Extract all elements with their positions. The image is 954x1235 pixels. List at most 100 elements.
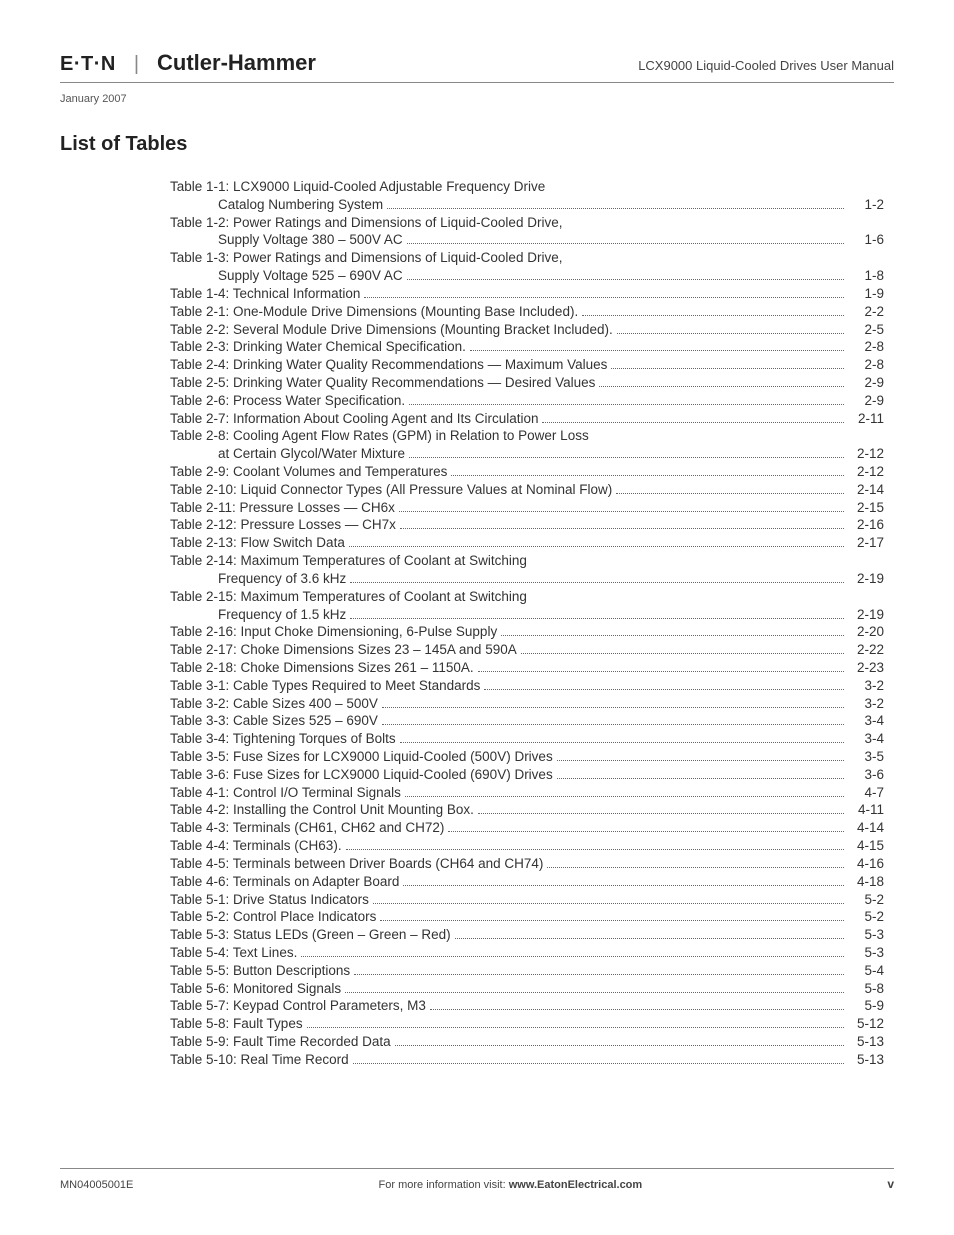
toc-entry-page: 4-14 bbox=[848, 819, 884, 837]
toc-entry-page: 2-5 bbox=[848, 321, 884, 339]
toc-dot-leader bbox=[470, 350, 844, 351]
toc-entry-title: Table 4-1: Control I/O Terminal Signals bbox=[170, 784, 401, 802]
toc-entry-title: Table 5-2: Control Place Indicators bbox=[170, 908, 376, 926]
footer-info-prefix: For more information visit: bbox=[379, 1179, 509, 1191]
toc-entry-page: 2-9 bbox=[848, 374, 884, 392]
toc-entry-title: Table 4-4: Terminals (CH63). bbox=[170, 837, 342, 855]
toc-entry-page: 5-8 bbox=[848, 980, 884, 998]
toc-entry-page: 3-4 bbox=[848, 712, 884, 730]
toc-entry: Table 2-15: Maximum Temperatures of Cool… bbox=[170, 588, 884, 606]
toc-entry-page: 5-13 bbox=[848, 1051, 884, 1069]
toc-entry: Table 2-7: Information About Cooling Age… bbox=[170, 410, 884, 428]
toc-entry: Table 2-13: Flow Switch Data 2-17 bbox=[170, 534, 884, 552]
toc-entry-page: 1-8 bbox=[848, 267, 884, 285]
toc-dot-leader bbox=[448, 831, 844, 832]
toc-dot-leader bbox=[542, 422, 844, 423]
toc-entry: Table 4-6: Terminals on Adapter Board4-1… bbox=[170, 873, 884, 891]
list-of-tables: Table 1-1: LCX9000 Liquid-Cooled Adjusta… bbox=[170, 178, 884, 1069]
toc-entry-continuation: Supply Voltage 525 – 690V AC bbox=[170, 267, 403, 285]
toc-dot-leader bbox=[403, 885, 844, 886]
toc-entry-page: 5-2 bbox=[848, 908, 884, 926]
toc-entry-title: Table 5-1: Drive Status Indicators bbox=[170, 891, 369, 909]
toc-entry-page: 1-9 bbox=[848, 285, 884, 303]
toc-entry-page: 4-16 bbox=[848, 855, 884, 873]
toc-entry: Table 5-10: Real Time Record 5-13 bbox=[170, 1051, 884, 1069]
toc-entry-page: 4-15 bbox=[848, 837, 884, 855]
toc-entry-title: Table 5-4: Text Lines. bbox=[170, 944, 297, 962]
toc-entry-title: Table 3-5: Fuse Sizes for LCX9000 Liquid… bbox=[170, 748, 553, 766]
toc-entry-page: 3-2 bbox=[848, 677, 884, 695]
toc-dot-leader bbox=[405, 796, 844, 797]
toc-dot-leader bbox=[399, 511, 844, 512]
toc-entry: Table 4-5: Terminals between Driver Boar… bbox=[170, 855, 884, 873]
toc-dot-leader bbox=[395, 1045, 844, 1046]
toc-entry-page: 3-4 bbox=[848, 730, 884, 748]
toc-dot-leader bbox=[478, 813, 844, 814]
toc-entry-continuation: Catalog Numbering System bbox=[170, 196, 383, 214]
toc-dot-leader bbox=[617, 333, 844, 334]
toc-entry: Table 3-6: Fuse Sizes for LCX9000 Liquid… bbox=[170, 766, 884, 784]
brand-separator: | bbox=[134, 53, 139, 76]
toc-entry: Table 2-17: Choke Dimensions Sizes 23 – … bbox=[170, 641, 884, 659]
toc-dot-leader bbox=[301, 956, 844, 957]
toc-dot-leader bbox=[451, 475, 844, 476]
toc-entry: Table 3-5: Fuse Sizes for LCX9000 Liquid… bbox=[170, 748, 884, 766]
toc-dot-leader bbox=[382, 724, 844, 725]
toc-entry-title: Table 1-3: Power Ratings and Dimensions … bbox=[170, 249, 562, 267]
toc-entry-title: Table 5-8: Fault Types bbox=[170, 1015, 303, 1033]
toc-entry: Table 2-10: Liquid Connector Types (All … bbox=[170, 481, 884, 499]
toc-entry-title: Table 5-10: Real Time Record bbox=[170, 1051, 349, 1069]
toc-entry-page: 2-22 bbox=[848, 641, 884, 659]
toc-entry: Table 5-7: Keypad Control Parameters, M3… bbox=[170, 997, 884, 1015]
toc-entry-title: Table 4-2: Installing the Control Unit M… bbox=[170, 801, 474, 819]
toc-dot-leader bbox=[380, 920, 844, 921]
toc-dot-leader bbox=[353, 1063, 844, 1064]
toc-entry-page: 1-6 bbox=[848, 231, 884, 249]
toc-entry-page: 1-2 bbox=[848, 196, 884, 214]
toc-entry: Table 2-8: Cooling Agent Flow Rates (GPM… bbox=[170, 427, 884, 445]
toc-entry: Table 2-6: Process Water Specification.2… bbox=[170, 392, 884, 410]
toc-entry-page: 4-11 bbox=[848, 801, 884, 819]
toc-entry-cont: Supply Voltage 525 – 690V AC 1-8 bbox=[170, 267, 884, 285]
toc-entry-title: Table 2-16: Input Choke Dimensioning, 6-… bbox=[170, 623, 497, 641]
toc-dot-leader bbox=[349, 546, 844, 547]
toc-entry-title: Table 2-8: Cooling Agent Flow Rates (GPM… bbox=[170, 427, 589, 445]
toc-entry-title: Table 3-4: Tightening Torques of Bolts bbox=[170, 730, 396, 748]
toc-entry-cont: at Certain Glycol/Water Mixture2-12 bbox=[170, 445, 884, 463]
toc-dot-leader bbox=[430, 1009, 844, 1010]
toc-entry-title: Table 1-4: Technical Information bbox=[170, 285, 360, 303]
brand-logo: E·T·N bbox=[60, 53, 116, 76]
toc-dot-leader bbox=[409, 404, 844, 405]
toc-entry-title: Table 2-17: Choke Dimensions Sizes 23 – … bbox=[170, 641, 517, 659]
toc-dot-leader bbox=[373, 903, 844, 904]
toc-entry-title: Table 2-5: Drinking Water Quality Recomm… bbox=[170, 374, 595, 392]
toc-entry-title: Table 4-3: Terminals (CH61, CH62 and CH7… bbox=[170, 819, 444, 837]
toc-entry: Table 4-2: Installing the Control Unit M… bbox=[170, 801, 884, 819]
toc-entry-title: Table 2-14: Maximum Temperatures of Cool… bbox=[170, 552, 527, 570]
page-header: E·T·N | Cutler-Hammer LCX9000 Liquid-Coo… bbox=[60, 50, 894, 83]
page-number: v bbox=[887, 1177, 894, 1191]
toc-entry-title: Table 2-7: Information About Cooling Age… bbox=[170, 410, 538, 428]
toc-entry: Table 2-9: Coolant Volumes and Temperatu… bbox=[170, 463, 884, 481]
toc-entry-title: Table 2-2: Several Module Drive Dimensio… bbox=[170, 321, 613, 339]
toc-entry-page: 2-8 bbox=[848, 356, 884, 374]
toc-entry-page: 5-13 bbox=[848, 1033, 884, 1051]
toc-entry-title: Table 3-1: Cable Types Required to Meet … bbox=[170, 677, 480, 695]
toc-entry: Table 2-11: Pressure Losses — CH6x2-15 bbox=[170, 499, 884, 517]
toc-entry-title: Table 5-9: Fault Time Recorded Data bbox=[170, 1033, 391, 1051]
toc-entry-title: Table 2-1: One-Module Drive Dimensions (… bbox=[170, 303, 578, 321]
toc-entry-page: 2-17 bbox=[848, 534, 884, 552]
toc-entry-continuation: Supply Voltage 380 – 500V AC bbox=[170, 231, 403, 249]
toc-dot-leader bbox=[407, 243, 844, 244]
toc-dot-leader bbox=[400, 528, 844, 529]
toc-entry: Table 1-3: Power Ratings and Dimensions … bbox=[170, 249, 884, 267]
toc-entry-title: Table 5-7: Keypad Control Parameters, M3 bbox=[170, 997, 426, 1015]
toc-entry-page: 2-23 bbox=[848, 659, 884, 677]
toc-dot-leader bbox=[611, 368, 844, 369]
toc-entry-title: Table 2-13: Flow Switch Data bbox=[170, 534, 345, 552]
toc-entry-page: 2-19 bbox=[848, 606, 884, 624]
toc-entry: Table 2-1: One-Module Drive Dimensions (… bbox=[170, 303, 884, 321]
toc-entry: Table 2-2: Several Module Drive Dimensio… bbox=[170, 321, 884, 339]
toc-entry-title: Table 2-4: Drinking Water Quality Recomm… bbox=[170, 356, 607, 374]
toc-entry-title: Table 5-3: Status LEDs (Green – Green – … bbox=[170, 926, 451, 944]
